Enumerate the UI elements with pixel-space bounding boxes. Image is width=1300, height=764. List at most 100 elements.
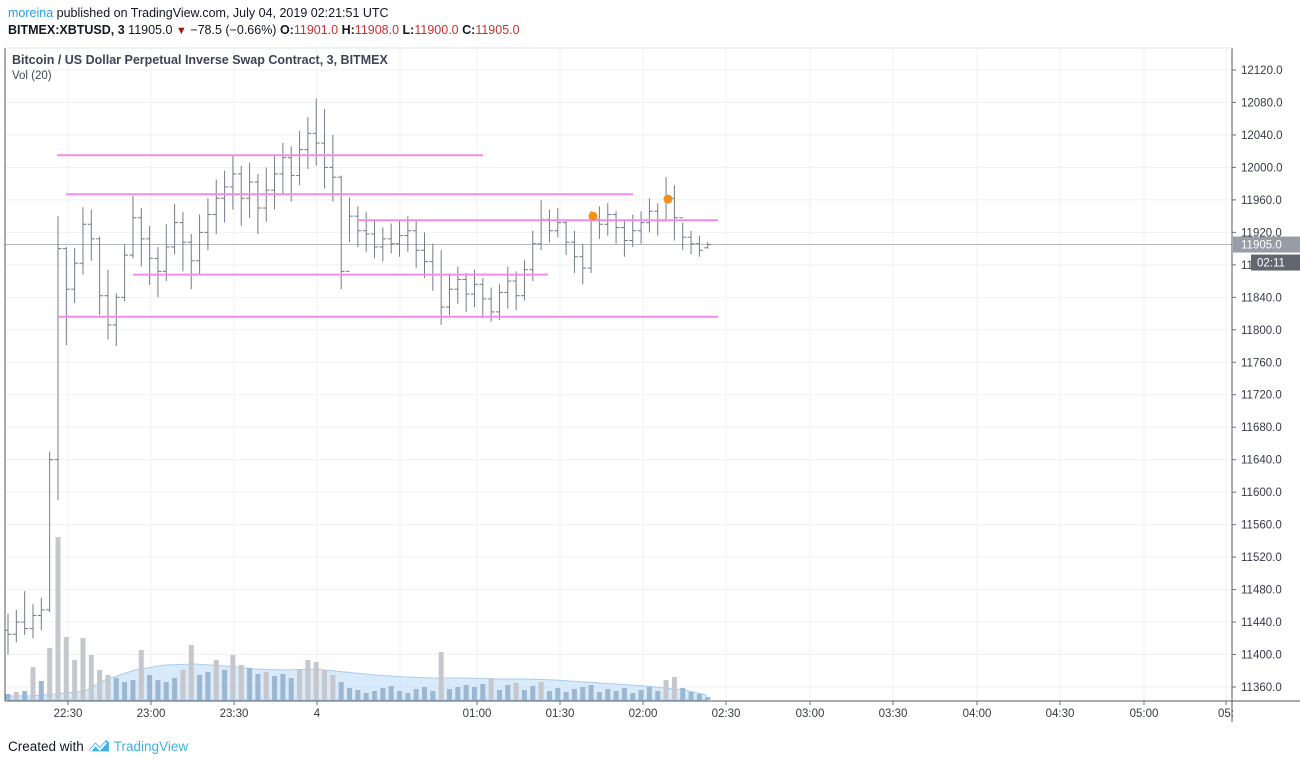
volume-bar <box>372 691 378 700</box>
close-value: 11905.0 <box>475 23 520 37</box>
time-axis-label: 22:30 <box>54 708 83 720</box>
volume-bar <box>297 670 303 700</box>
volume-bar <box>680 688 686 700</box>
volume-bar <box>388 686 394 700</box>
volume-bar <box>338 682 344 700</box>
volume-bar <box>205 672 211 700</box>
price-axis-label: 11480.0 <box>1241 585 1282 597</box>
time-scale[interactable]: 22:30 23:00 23:30 4 01:00 01:30 02:00 02:30 03:0… <box>54 701 1234 720</box>
volume-bar <box>413 689 419 700</box>
username-link[interactable]: moreina <box>8 6 54 20</box>
volume-bar <box>655 691 661 700</box>
volume-bar <box>380 688 386 700</box>
time-axis-label: 04:00 <box>963 708 992 720</box>
volume-bar <box>580 687 586 700</box>
price-axis-label: 12120.0 <box>1241 65 1283 77</box>
price-axis-label: 11720.0 <box>1241 390 1282 402</box>
volume-bar <box>330 675 336 700</box>
bar-countdown-badge <box>1251 254 1300 271</box>
last-price-badge <box>1233 236 1300 253</box>
time-axis-label: 02:00 <box>629 708 658 720</box>
volume-bar <box>230 655 236 700</box>
volume-bar <box>38 681 44 700</box>
grid <box>5 48 1232 701</box>
volume-bar <box>630 693 636 700</box>
volume-bar <box>188 645 194 700</box>
price-axis-label: 11920.0 <box>1241 227 1282 239</box>
volume-bar <box>272 676 278 700</box>
volume-bar <box>563 692 569 700</box>
volume-bar <box>505 685 511 700</box>
volume-bar <box>213 660 219 700</box>
volume-bar <box>280 674 286 700</box>
volume-bar <box>638 690 644 700</box>
volume-bar <box>397 691 403 700</box>
last-price: 11905.0 <box>128 23 173 37</box>
price-axis-label: 11600.0 <box>1241 487 1282 499</box>
price-axis-label: 11440.0 <box>1241 617 1282 629</box>
volume-bar <box>471 687 477 700</box>
tradingview-logo-icon[interactable] <box>88 737 110 755</box>
high-label: H: <box>341 23 355 37</box>
volume-bar <box>97 670 103 700</box>
volume-bar <box>197 675 203 700</box>
volume-bar <box>613 691 619 700</box>
price-axis-label: 12000.0 <box>1241 162 1283 174</box>
volume-bar <box>347 688 353 700</box>
symbol-ohlc-row: BITMEX:XBTUSD, 3 11905.0 ▼ −78.5 (−0.66%… <box>8 22 520 40</box>
time-axis-label: 05:00 <box>1130 708 1159 720</box>
price-axis-label: 11800.0 <box>1241 325 1282 337</box>
volume-bar <box>30 667 36 700</box>
volume-bar <box>247 668 253 700</box>
time-axis-label: 03:00 <box>796 708 825 720</box>
volume-bar <box>5 694 11 700</box>
time-axis-label: 23:00 <box>137 708 166 720</box>
price-axis-label: 11760.0 <box>1241 357 1282 369</box>
volume-bar <box>571 689 577 700</box>
volume-bar <box>47 648 53 700</box>
volume-indicator-label[interactable]: Vol (20) <box>12 70 52 82</box>
bar-countdown-text: 02:11 <box>1257 258 1285 270</box>
volume-bar <box>705 697 711 700</box>
price-scale[interactable]: 12120.0 12080.0 12040.0 12000.0 11960.0 11920… <box>1232 65 1283 694</box>
signal-marker-dot <box>663 194 673 204</box>
volume-bar <box>646 687 652 700</box>
time-axis-label: 05: <box>1218 708 1234 720</box>
volume-bar <box>172 678 178 700</box>
volume-bar <box>555 688 561 700</box>
volume-bar <box>130 680 136 700</box>
volume-bar <box>105 675 111 700</box>
volume-bar <box>422 687 427 700</box>
volume-bar <box>138 650 144 700</box>
price-axis-label: 11560.0 <box>1241 520 1282 532</box>
time-axis-label: 04:30 <box>1046 708 1075 720</box>
created-with-text: Created with <box>8 738 84 754</box>
volume-bar <box>513 683 519 700</box>
price-axis-label: 12080.0 <box>1241 97 1283 109</box>
publish-byline: moreina published on TradingView.com, Ju… <box>8 5 389 22</box>
low-label: L: <box>402 23 415 37</box>
price-axis-label: 12040.0 <box>1241 130 1283 142</box>
tradingview-brand-link[interactable]: TradingView <box>113 738 189 754</box>
volume-bar <box>288 678 294 700</box>
price-axis-label: 11840.0 <box>1241 292 1282 304</box>
volume-bar <box>605 689 611 700</box>
low-value: 11900.0 <box>414 23 459 37</box>
close-label: C: <box>462 23 476 37</box>
volume-bar <box>430 691 436 700</box>
volume-bar <box>163 682 169 700</box>
volume-bar <box>446 689 452 700</box>
byline-text: published on TradingView.com, July 04, 2… <box>53 6 389 20</box>
volume-bar <box>122 682 128 700</box>
price-axis-label: 11520.0 <box>1241 552 1282 564</box>
volume-bar <box>521 690 527 700</box>
volume-bar <box>355 690 361 700</box>
time-axis-label: 23:30 <box>220 708 249 720</box>
volume-bar <box>263 672 269 700</box>
volume-bar <box>13 692 19 700</box>
price-axis-label: 11400.0 <box>1241 650 1282 662</box>
volume-bar <box>538 682 544 700</box>
volume-bar <box>480 684 486 700</box>
volume-bar <box>546 691 552 700</box>
